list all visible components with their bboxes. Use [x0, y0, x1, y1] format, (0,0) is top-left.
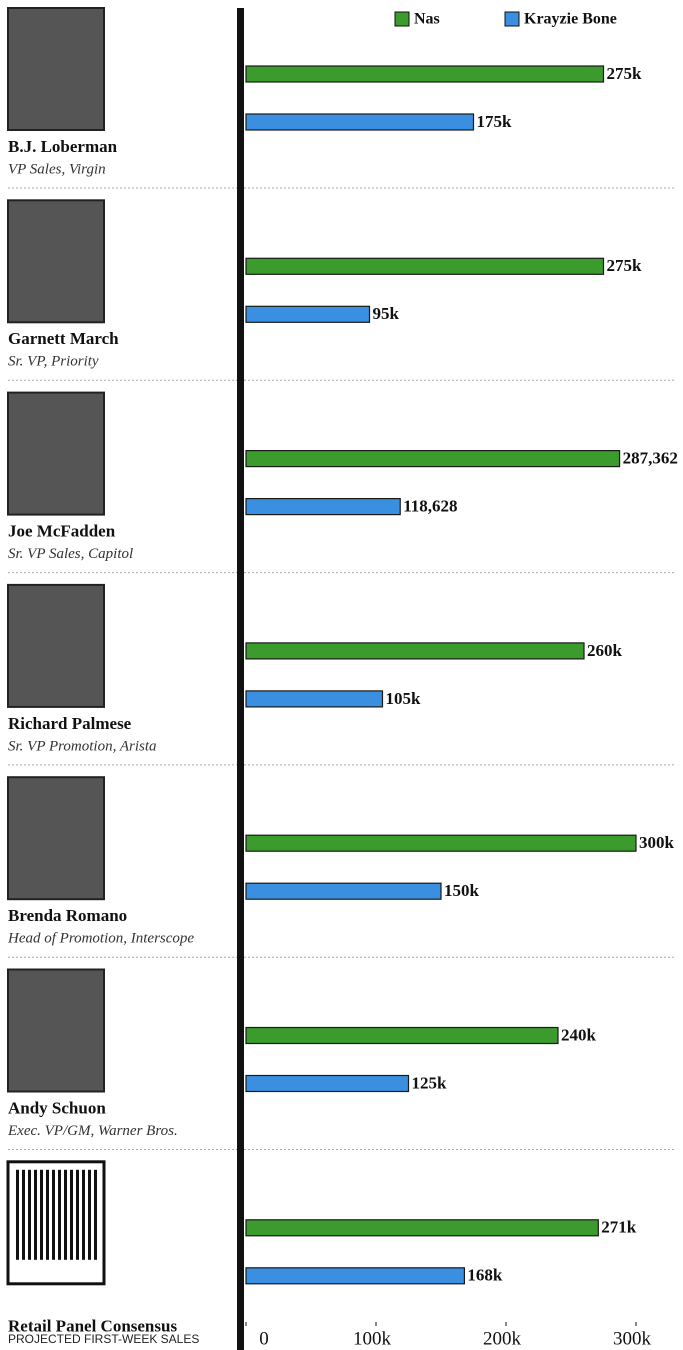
legend-swatch — [505, 12, 519, 26]
bar — [246, 643, 584, 659]
role-label: Sr. VP Sales, Capitol — [8, 546, 133, 562]
icon-bar — [94, 1170, 97, 1260]
bar — [246, 66, 604, 82]
legend-label: Nas — [414, 11, 440, 28]
photo — [8, 585, 104, 707]
icon-bar — [64, 1170, 67, 1260]
x-tick-label: 0 — [259, 1328, 269, 1349]
value-label: 275k — [607, 256, 643, 275]
bar — [246, 306, 370, 322]
value-label: 175k — [477, 112, 513, 131]
bar — [246, 691, 383, 707]
bar — [246, 1028, 558, 1044]
value-label: 260k — [587, 641, 623, 660]
legend-label: Krayzie Bone — [524, 11, 617, 28]
value-label: 300k — [639, 833, 675, 852]
value-label: 275k — [607, 64, 643, 83]
value-label: 118,628 — [403, 497, 457, 516]
icon-bar — [28, 1170, 31, 1260]
role-label: Head of Promotion, Interscope — [7, 931, 194, 947]
bar — [246, 499, 400, 515]
category-label: B.J. Loberman — [8, 137, 118, 156]
photo — [8, 200, 104, 322]
bar — [246, 114, 474, 130]
role-label: VP Sales, Virgin — [8, 161, 106, 177]
role-label: Exec. VP/GM, Warner Bros. — [7, 1123, 178, 1139]
bar — [246, 1220, 598, 1236]
category-label: Andy Schuon — [8, 1098, 106, 1117]
value-label: 271k — [601, 1218, 637, 1237]
icon-bar — [16, 1170, 19, 1260]
x-tick-label: 200k — [483, 1328, 522, 1349]
bar — [246, 1268, 464, 1284]
photo — [8, 393, 104, 515]
bar — [246, 835, 636, 851]
category-label: Joe McFadden — [8, 522, 116, 541]
icon-bar — [52, 1170, 55, 1260]
role-label: Sr. VP, Priority — [8, 354, 99, 370]
bar — [246, 883, 441, 899]
legend-swatch — [395, 12, 409, 26]
category-label: Retail Panel Consensus — [8, 1317, 177, 1336]
value-label: 105k — [386, 689, 422, 708]
value-label: 240k — [561, 1025, 597, 1044]
role-label: Sr. VP Promotion, Arista — [8, 738, 157, 754]
value-label: 125k — [412, 1073, 448, 1092]
category-label: Garnett March — [8, 329, 119, 348]
icon-bar — [34, 1170, 37, 1260]
bar — [246, 1076, 409, 1092]
icon-bar — [82, 1170, 85, 1260]
value-label: 287,362 — [623, 449, 678, 468]
photo — [8, 8, 104, 130]
bar — [246, 258, 604, 274]
icon-bar — [88, 1170, 91, 1260]
value-label: 168k — [467, 1266, 503, 1285]
value-label: 95k — [373, 304, 400, 323]
x-tick-label: 100k — [353, 1328, 392, 1349]
x-tick-label: 300k — [613, 1328, 652, 1349]
icon-bar — [22, 1170, 25, 1260]
icon-bar — [76, 1170, 79, 1260]
category-label: Brenda Romano — [8, 906, 127, 925]
icon-bar — [46, 1170, 49, 1260]
icon-bar — [70, 1170, 73, 1260]
photo — [8, 970, 104, 1092]
value-label: 150k — [444, 881, 480, 900]
photo — [8, 777, 104, 899]
icon-bar — [58, 1170, 61, 1260]
chart: PROJECTED FIRST-WEEK SALES B.J. Loberman… — [0, 0, 683, 1350]
category-label: Richard Palmese — [8, 714, 132, 733]
icon-bar — [40, 1170, 43, 1260]
bar — [246, 451, 620, 467]
axis-line — [237, 8, 244, 1350]
